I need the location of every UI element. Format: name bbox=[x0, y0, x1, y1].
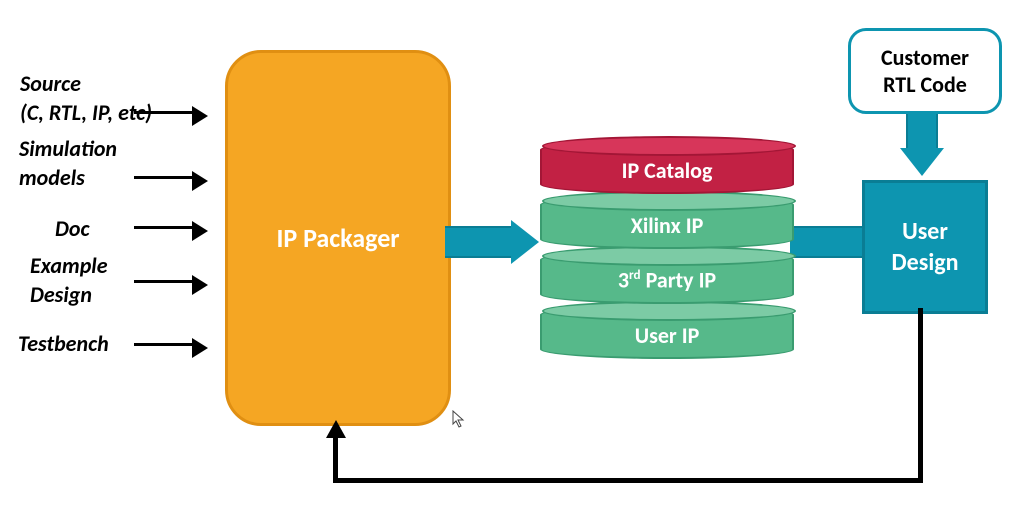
cursor-icon bbox=[452, 410, 466, 432]
feedback-arrowhead bbox=[326, 420, 346, 438]
feedback-seg-left bbox=[333, 478, 923, 483]
db-layer-xilinx-ip: Xilinx IP bbox=[540, 195, 794, 249]
db-layer-ip-catalog: IP Catalog bbox=[540, 140, 794, 194]
ip-packager-label: IP Packager bbox=[276, 222, 399, 254]
arrow-packager-to-db bbox=[445, 218, 539, 266]
input-testbench-arrow bbox=[134, 343, 194, 346]
db-layer-user-ip: User IP bbox=[540, 305, 794, 359]
input-source-arrow bbox=[134, 111, 194, 114]
db-layer-third-party-label: 3rd Party IP bbox=[618, 266, 716, 293]
feedback-seg-up bbox=[333, 438, 338, 480]
user-design-block: User Design bbox=[862, 180, 988, 314]
ip-packager-block: IP Packager bbox=[225, 50, 451, 426]
feedback-seg-down bbox=[918, 308, 923, 480]
db-layer-user-ip-label: User IP bbox=[635, 322, 700, 349]
customer-rtl-block: Customer RTL Code bbox=[848, 28, 1002, 114]
input-doc-arrow bbox=[134, 226, 194, 229]
diagram-canvas: { "inputs": { "font_size_pt": 22, "color… bbox=[0, 0, 1031, 530]
db-layer-xilinx-ip-label: Xilinx IP bbox=[631, 212, 704, 239]
user-design-label: User Design bbox=[892, 216, 959, 278]
input-testbench-label: Testbench bbox=[18, 330, 109, 359]
input-example-arrow bbox=[134, 280, 194, 283]
input-doc-label: Doc bbox=[55, 215, 90, 244]
input-source-label: Source (C, RTL, IP, etc) bbox=[20, 70, 152, 127]
input-example-label: Example Design bbox=[30, 252, 108, 309]
input-simulation-label: Simulation models bbox=[19, 135, 117, 192]
arrow-rtl-to-user bbox=[898, 108, 946, 176]
customer-rtl-label: Customer RTL Code bbox=[881, 44, 969, 99]
db-layer-third-party: 3rd Party IP bbox=[540, 250, 794, 304]
db-layer-ip-catalog-label: IP Catalog bbox=[622, 157, 713, 184]
input-simulation-arrow bbox=[134, 176, 194, 179]
